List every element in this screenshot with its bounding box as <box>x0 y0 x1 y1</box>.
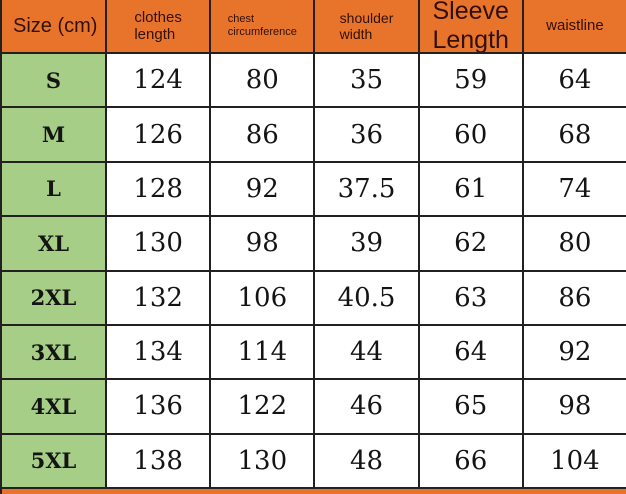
value-cell: 130 <box>211 434 316 489</box>
value-cell: 104 <box>523 434 626 489</box>
header-row: Size (cm) clothes length chest circumfer… <box>2 0 626 54</box>
value-cell: 40.5 <box>315 271 420 326</box>
value-cell: 65 <box>419 380 524 435</box>
table-row: S 124 80 35 59 64 <box>2 54 626 109</box>
value-cell: 114 <box>211 325 316 381</box>
size-cell: 3XL <box>2 325 107 381</box>
value-cell: 37.5 <box>315 162 420 218</box>
value-cell: 62 <box>419 217 524 272</box>
value-cell: 80 <box>523 217 626 272</box>
value-cell: 106 <box>211 271 316 326</box>
value-cell: 48 <box>315 434 420 489</box>
value-cell: 126 <box>107 108 212 163</box>
size-cell: S <box>2 54 107 109</box>
header-size-cm: Size (cm) <box>2 0 107 54</box>
value-cell: 60 <box>419 108 524 163</box>
value-cell: 98 <box>523 380 626 435</box>
table-row: 4XL 136 122 46 65 98 <box>2 380 626 435</box>
size-cell: L <box>2 162 107 218</box>
value-cell: 66 <box>419 434 524 489</box>
value-cell: 130 <box>107 217 212 272</box>
value-cell: 80 <box>211 54 316 109</box>
value-cell: 136 <box>107 380 212 435</box>
value-cell: 124 <box>107 54 212 109</box>
table-row: 2XL 132 106 40.5 63 86 <box>2 271 626 326</box>
bottom-orange-strip <box>2 489 626 494</box>
value-cell: 92 <box>523 325 626 381</box>
value-cell: 68 <box>523 108 626 163</box>
value-cell: 138 <box>107 434 212 489</box>
header-clothes-length: clothes length <box>107 0 212 54</box>
value-cell: 64 <box>419 325 524 381</box>
table-body: S 124 80 35 59 64 M 126 86 36 60 68 L 128 92 37.5 61 74 XL… <box>2 54 626 489</box>
value-cell: 92 <box>211 162 316 218</box>
value-cell: 46 <box>315 380 420 435</box>
header-shoulder-width: shoulder width <box>315 0 420 54</box>
table-row: 3XL 134 114 44 64 92 <box>2 325 626 381</box>
value-cell: 128 <box>107 162 212 218</box>
value-cell: 36 <box>315 108 420 163</box>
size-cell: XL <box>2 217 107 272</box>
header-chest-circumference: chest circumference <box>211 0 316 54</box>
value-cell: 64 <box>523 54 626 109</box>
value-cell: 86 <box>211 108 316 163</box>
value-cell: 132 <box>107 271 212 326</box>
table-row: 5XL 138 130 48 66 104 <box>2 434 626 489</box>
value-cell: 44 <box>315 325 420 381</box>
value-cell: 63 <box>419 271 524 326</box>
size-cell: 2XL <box>2 271 107 326</box>
value-cell: 61 <box>419 162 524 218</box>
table-row: L 128 92 37.5 61 74 <box>2 162 626 218</box>
value-cell: 35 <box>315 54 420 109</box>
header-sleeve-length: Sleeve Length <box>419 0 524 54</box>
value-cell: 74 <box>523 162 626 218</box>
table-row: XL 130 98 39 62 80 <box>2 217 626 272</box>
size-cell: M <box>2 108 107 163</box>
size-cell: 5XL <box>2 434 107 489</box>
header-waistline: waistline <box>523 0 626 54</box>
table-row: M 126 86 36 60 68 <box>2 108 626 163</box>
value-cell: 39 <box>315 217 420 272</box>
value-cell: 98 <box>211 217 316 272</box>
value-cell: 86 <box>523 271 626 326</box>
value-cell: 59 <box>419 54 524 109</box>
size-cell: 4XL <box>2 380 107 435</box>
value-cell: 134 <box>107 325 212 381</box>
value-cell: 122 <box>211 380 316 435</box>
